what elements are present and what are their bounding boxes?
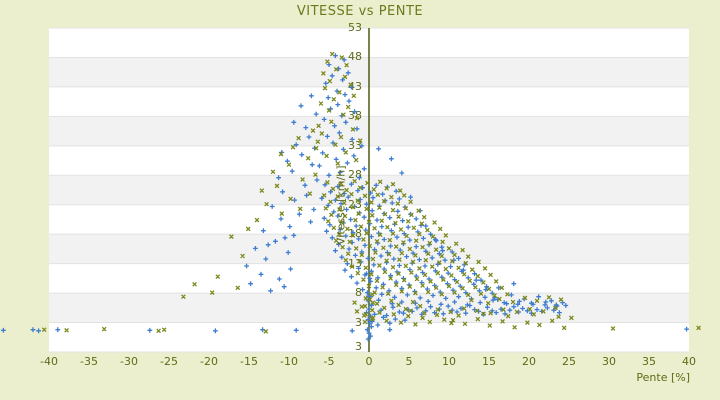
x-tick-label: 10: [442, 355, 456, 368]
x-tick-label: -10: [280, 355, 298, 368]
x-tick-label: -30: [120, 355, 138, 368]
x-tick-label: 35: [642, 355, 656, 368]
x-tick-label: 25: [562, 355, 576, 368]
y-tick-label: 3: [355, 340, 362, 353]
x-tick-label: -25: [160, 355, 178, 368]
x-tick-label: -40: [40, 355, 58, 368]
y-axis-title: Vitesse [km/h]: [334, 165, 348, 245]
x-tick-label: 40: [682, 355, 696, 368]
y-tick-label: 8: [355, 286, 362, 300]
x-tick-label: 0: [365, 355, 373, 368]
y-tick-label: 3: [355, 315, 362, 329]
x-tick-label: -5: [323, 355, 335, 368]
x-tick-label: -20: [200, 355, 218, 368]
series-points-cross: [41, 51, 701, 334]
chart-title: VITESSE vs PENTE: [296, 4, 424, 19]
x-tick-label: 5: [405, 355, 413, 368]
y-tick-label: 48: [348, 50, 362, 64]
x-tick-label: 30: [602, 355, 616, 368]
x-tick-label: -15: [240, 355, 258, 368]
x-tick-label: -35: [80, 355, 98, 368]
x-tick-label: 20: [522, 355, 536, 368]
x-axis-title: Pente [%]: [636, 371, 690, 384]
x-tick-label: 15: [482, 355, 496, 368]
y-tick-label: 53: [348, 21, 362, 34]
